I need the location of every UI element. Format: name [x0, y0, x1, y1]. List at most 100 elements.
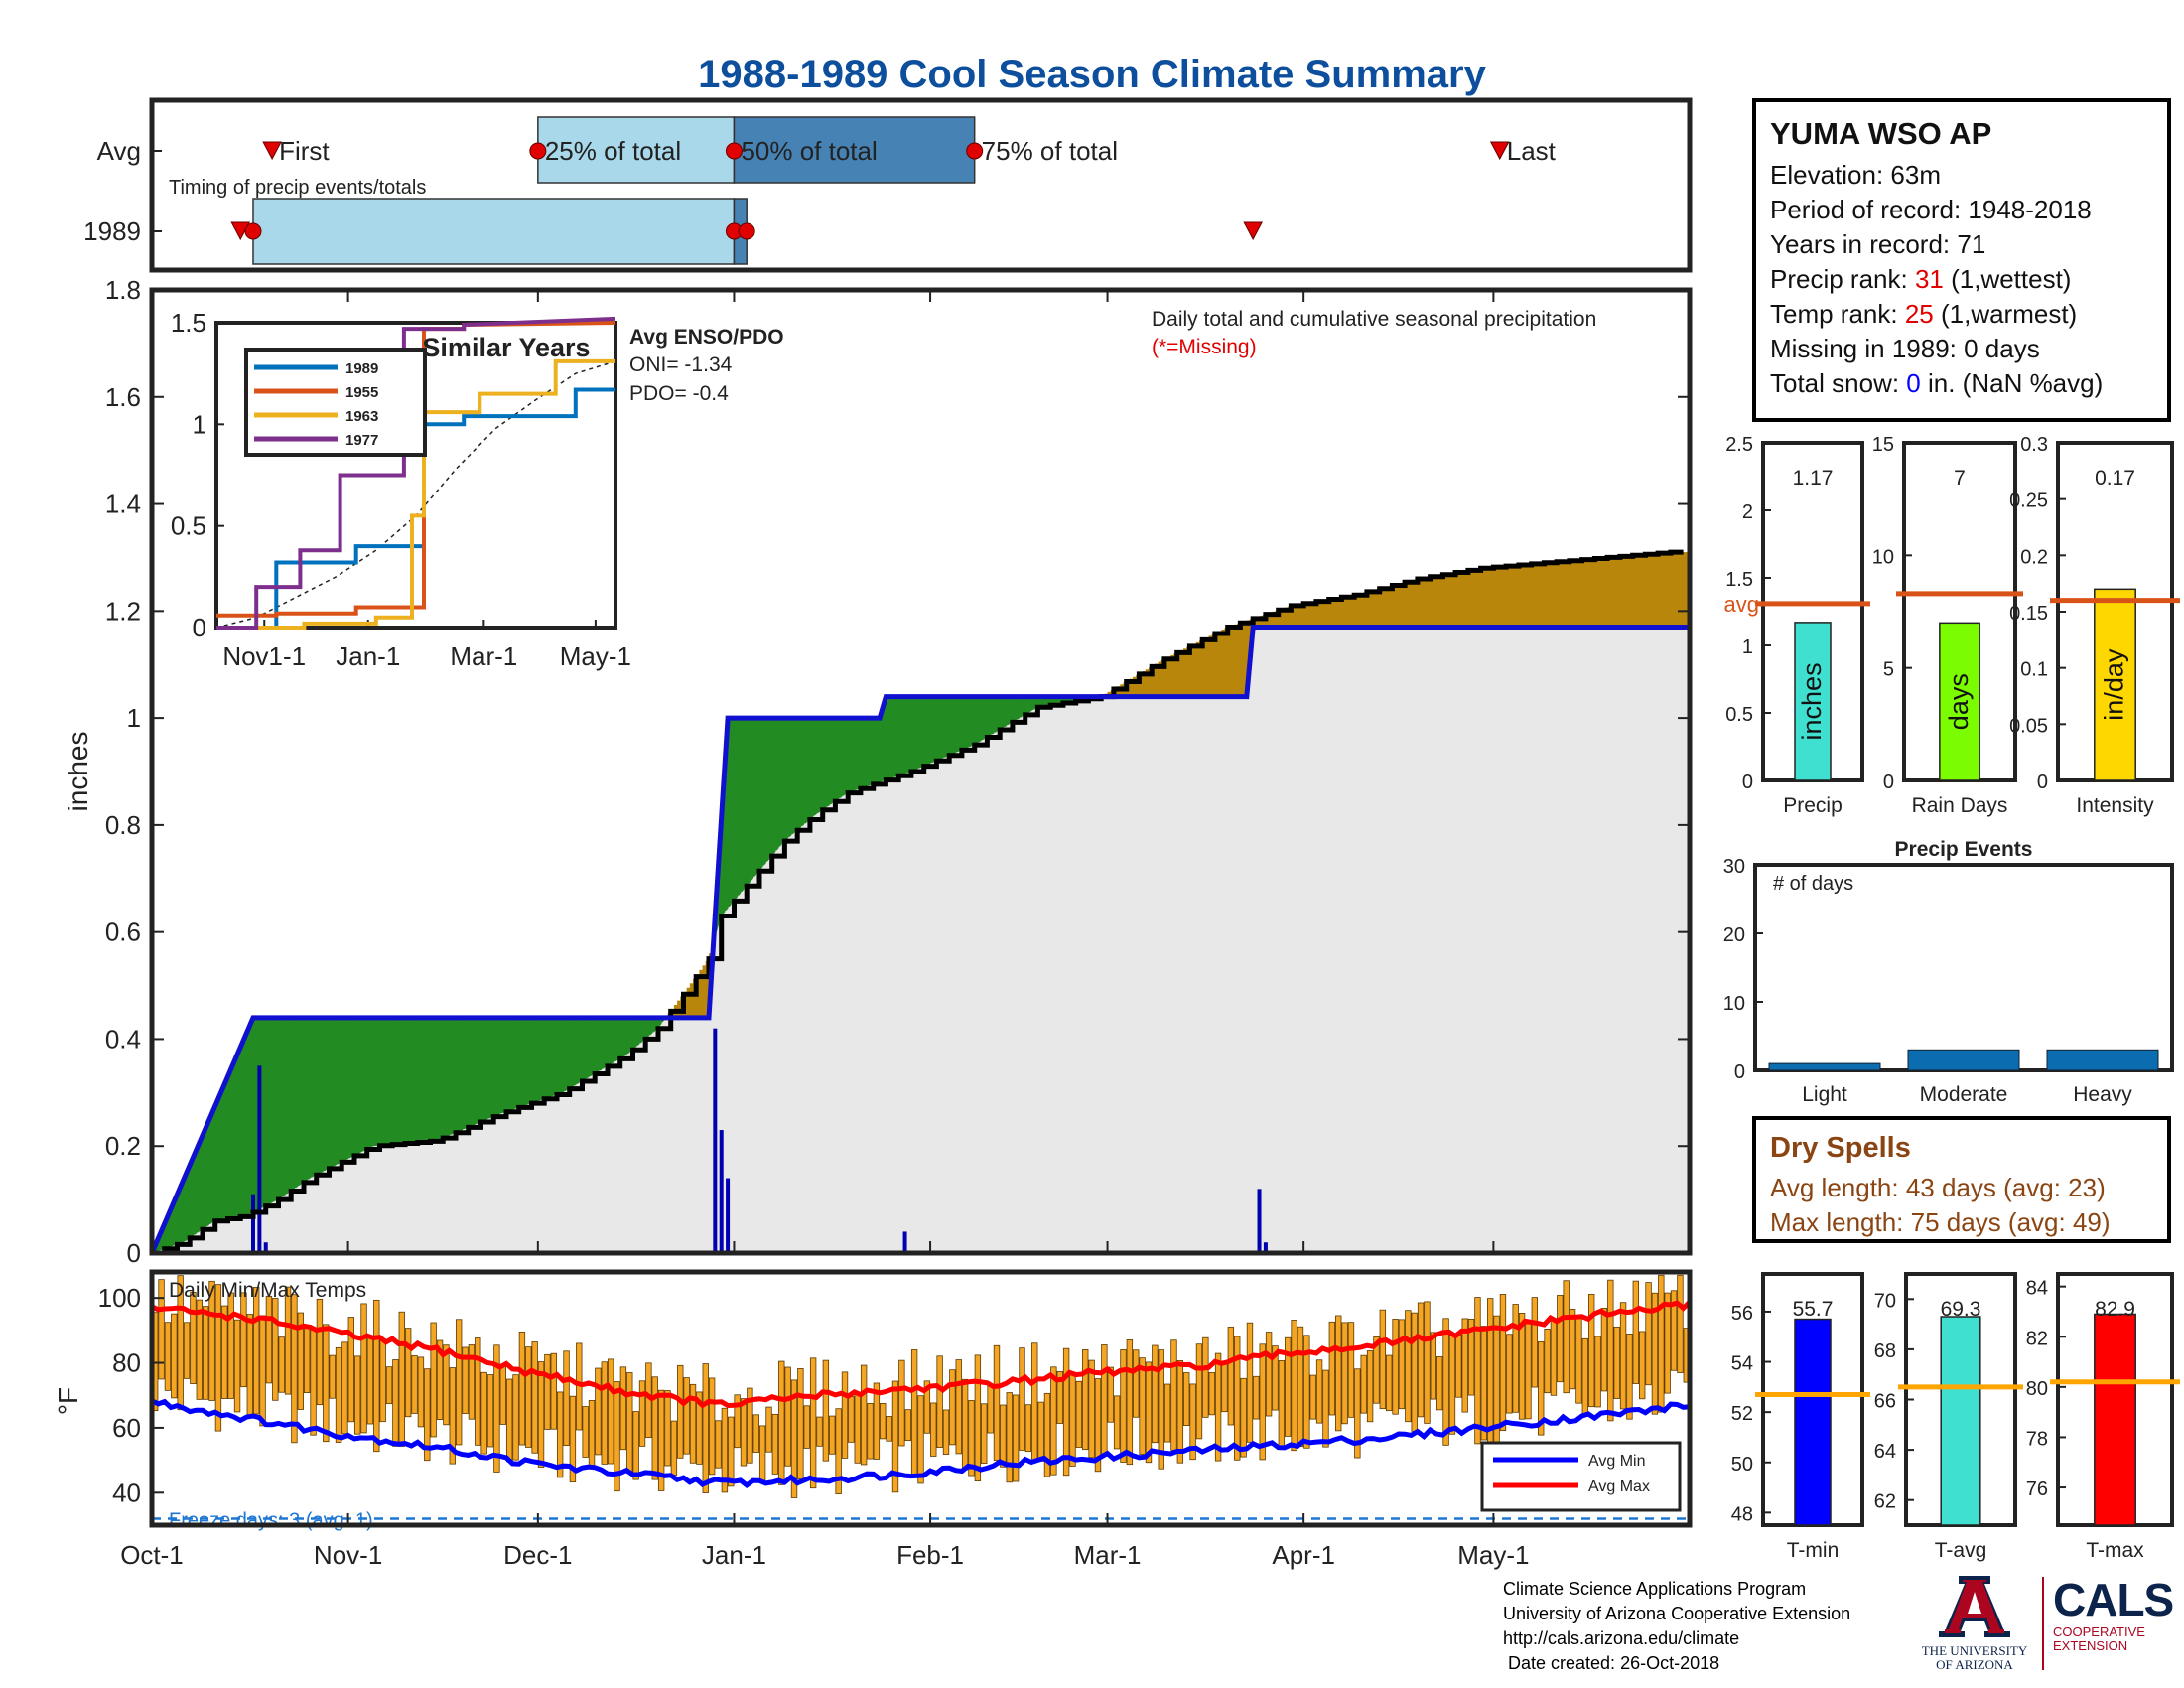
- daily-temp-bar: [1499, 1294, 1507, 1432]
- below-average-fill: [1392, 585, 1397, 628]
- below-average-fill: [1445, 573, 1450, 628]
- daily-temp-bar: [867, 1403, 874, 1460]
- precip-events-bar-heavy: [2046, 1049, 2159, 1071]
- above-average-fill: [499, 1017, 504, 1114]
- avg-max-line: [150, 1300, 1692, 1409]
- below-average-fill: [1285, 607, 1289, 628]
- below-average-fill: [1430, 576, 1434, 628]
- below-average-fill: [1451, 572, 1456, 628]
- above-average-fill: [313, 1017, 318, 1177]
- precip-rank-suffix: (1,wettest): [1943, 264, 2072, 294]
- daily-temp-bar: [360, 1303, 367, 1434]
- below-average-fill: [1651, 553, 1656, 628]
- daily-temp-bar: [1461, 1318, 1468, 1413]
- events-y-tick-label: 20: [1723, 924, 1745, 946]
- cals-coop-line2: EXTENSION: [2053, 1638, 2128, 1653]
- above-average-fill: [607, 1017, 612, 1065]
- summary-bar-tmin: [1794, 1318, 1832, 1526]
- below-average-fill: [1306, 602, 1311, 628]
- below-average-fill: [1176, 651, 1181, 697]
- above-average-fill: [977, 696, 982, 743]
- above-average-fill: [750, 718, 754, 881]
- above-average-fill: [755, 718, 760, 874]
- daily-temp-bar: [1024, 1404, 1032, 1453]
- below-average-fill: [1603, 557, 1608, 628]
- summary-y-tick-label: 64: [1874, 1441, 1896, 1463]
- daily-temp-bar: [1088, 1359, 1095, 1459]
- below-average-fill: [1288, 606, 1293, 628]
- daily-temp-bar: [1531, 1297, 1539, 1388]
- daily-temp-bar: [1436, 1356, 1443, 1411]
- freeze-days-label: Freeze days: 3 (avg. 1): [169, 1509, 373, 1531]
- cals-logo[interactable]: CALS COOPERATIVE EXTENSION: [2053, 1574, 2174, 1653]
- below-average-fill: [1477, 568, 1482, 628]
- daily-temp-bar: [493, 1344, 500, 1473]
- temps-x-tick-label: Apr-1: [1272, 1540, 1335, 1570]
- below-average-fill: [1234, 624, 1238, 697]
- footer-line-3[interactable]: http://cals.arizona.edu/climate: [1503, 1628, 1740, 1648]
- daily-temp-bar: [164, 1322, 172, 1391]
- below-average-fill: [1619, 556, 1624, 628]
- daily-temp-bar: [1031, 1342, 1038, 1462]
- below-average-fill: [1186, 646, 1191, 697]
- above-average-fill: [794, 718, 798, 832]
- daily-temp-bar: [398, 1311, 405, 1447]
- daily-temp-bar: [278, 1336, 285, 1393]
- summary-value-label: 69.3: [1941, 1298, 1981, 1321]
- below-average-fill: [1294, 605, 1298, 628]
- below-average-fill: [1360, 593, 1365, 628]
- below-average-fill: [1639, 554, 1643, 628]
- daily-temp-bar: [531, 1341, 538, 1454]
- summary-axis-label: T-avg: [1935, 1539, 1987, 1562]
- below-average-fill: [1506, 565, 1510, 628]
- above-average-fill: [996, 696, 1001, 731]
- below-average-fill: [1572, 560, 1576, 628]
- ua-logo[interactable]: THE UNIVERSITY OF ARIZONA: [1918, 1574, 2031, 1673]
- daily-temp-bar: [614, 1381, 620, 1492]
- below-average-fill: [1417, 578, 1422, 628]
- summary-y-tick-label: 0.1: [2020, 659, 2048, 681]
- above-average-fill: [486, 1017, 491, 1119]
- below-average-fill: [1405, 581, 1409, 628]
- below-average-fill: [1136, 674, 1141, 697]
- cumulative-observed-line: [149, 625, 1690, 1254]
- above-average-fill: [531, 1017, 536, 1103]
- below-average-fill: [1338, 597, 1343, 628]
- daily-temp-bar: [1056, 1370, 1063, 1424]
- summary-value-label: 7: [1954, 467, 1966, 490]
- daily-temp-bar: [771, 1413, 779, 1475]
- daily-temp-bar: [835, 1408, 842, 1494]
- above-average-fill: [465, 1017, 470, 1129]
- above-average-fill: [588, 1017, 593, 1077]
- daily-temp-bar: [778, 1360, 785, 1485]
- below-average-fill: [693, 978, 697, 1018]
- above-average-fill: [518, 1017, 523, 1107]
- above-average-fill: [774, 718, 779, 851]
- daily-temp-bar: [1581, 1337, 1589, 1415]
- below-average-fill: [1464, 570, 1469, 628]
- daily-temp-bar: [373, 1299, 380, 1453]
- daily-temp-bar: [392, 1359, 399, 1447]
- below-average-fill: [1670, 552, 1675, 628]
- daily-temp-bar: [829, 1415, 836, 1455]
- above-average-fill: [493, 1017, 498, 1116]
- temps-x-tick-label: Dec-1: [503, 1540, 572, 1570]
- daily-temp-bar: [968, 1400, 975, 1477]
- above-average-fill: [177, 1191, 182, 1244]
- year-marker-circle: [738, 222, 755, 240]
- above-average-fill: [724, 743, 729, 911]
- above-average-fill: [550, 1017, 555, 1097]
- below-average-fill: [1376, 589, 1381, 628]
- daily-precip-bar: [263, 1242, 268, 1253]
- similar-x-tick-label: Jan-1: [336, 641, 400, 671]
- daily-temp-bar: [1632, 1280, 1640, 1384]
- summary-axis-label: Intensity: [2076, 794, 2154, 817]
- daily-temp-bar: [1176, 1360, 1184, 1464]
- daily-temp-bar: [436, 1339, 444, 1420]
- daily-temp-bar: [1227, 1327, 1235, 1426]
- above-average-fill: [901, 696, 906, 774]
- daily-temp-bar: [1658, 1274, 1665, 1413]
- above-average-fill: [1016, 696, 1020, 720]
- summary-y-tick-label: 76: [2026, 1478, 2048, 1500]
